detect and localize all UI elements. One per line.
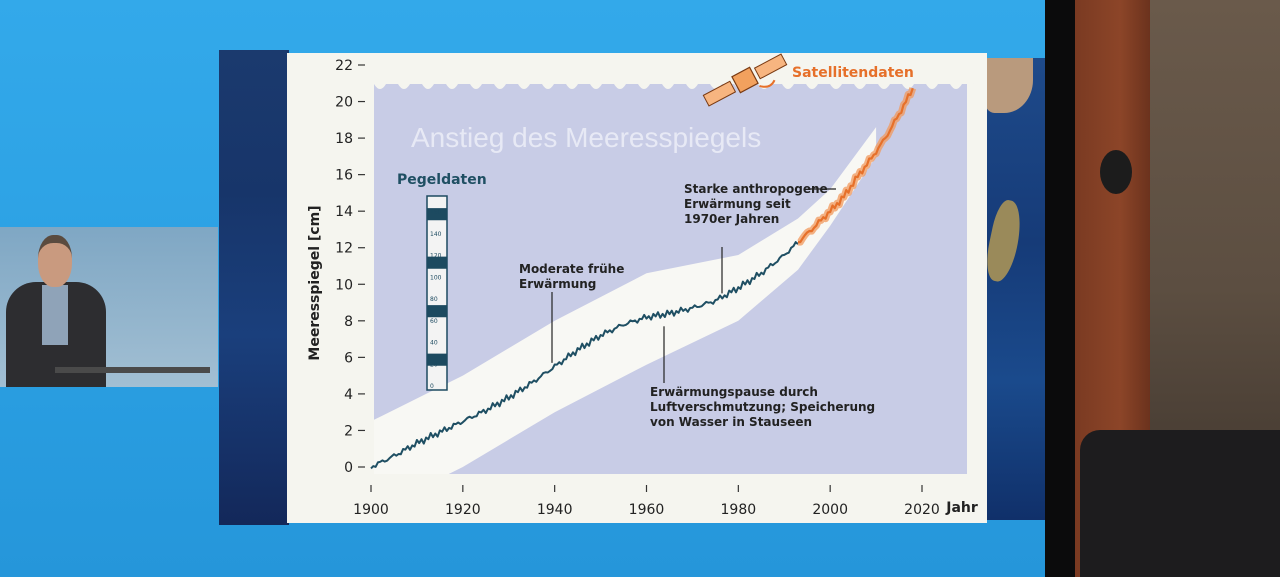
x-tick-label: 1980	[721, 502, 757, 518]
gauge-tick-label: 0	[430, 383, 434, 390]
y-tick-label: 6	[344, 350, 353, 366]
gauge-band	[427, 353, 447, 366]
y-tick-label: 22	[335, 58, 353, 74]
satellite-signal	[759, 79, 776, 88]
y-tick-label: 8	[344, 314, 353, 330]
gauge-tick-label: 40	[430, 340, 438, 347]
gauge-band	[427, 208, 447, 221]
series-satellitendaten-line	[797, 87, 914, 244]
y-axis-label: Meeresspiegel [cm]	[307, 205, 323, 360]
series-pegeldaten-line	[370, 241, 799, 470]
annotation-text: 1970er Jahren	[684, 212, 779, 226]
annotation-text: von Wasser in Stauseen	[650, 415, 812, 429]
tide-gauge-icon	[426, 195, 448, 391]
y-tick-label: 20	[335, 95, 353, 111]
x-tick-label: 1960	[629, 502, 665, 518]
speaker-desk	[55, 367, 210, 373]
x-axis-label: Jahr	[945, 500, 978, 516]
room-chair	[1080, 430, 1280, 577]
legend-pegeldaten: Pegeldaten	[397, 172, 487, 188]
uncertainty-band	[374, 127, 877, 474]
speaker-head	[38, 235, 72, 287]
annotation-text: Erwärmung seit	[684, 197, 791, 211]
annotation-text: Erwärmung	[519, 277, 596, 291]
satellite-panel-left	[702, 80, 737, 107]
satellite-icon	[702, 53, 788, 107]
satellite-panel-right	[753, 53, 788, 80]
y-tick-label: 2	[344, 423, 353, 439]
annotation-text: Luftverschmutzung; Speicherung	[650, 400, 875, 414]
x-tick-label: 1900	[353, 502, 389, 518]
legend-satellitendaten: Satellitendaten	[792, 65, 914, 81]
y-tick-label: 0	[344, 460, 353, 476]
annotation-text: Starke anthropogene	[684, 182, 828, 196]
gauge-band	[427, 305, 447, 318]
y-tick-label: 10	[335, 277, 353, 293]
annotation-text: Moderate frühe	[519, 262, 624, 276]
gauge-tick-label: 160	[430, 209, 442, 216]
ocean-map-right	[985, 58, 1048, 520]
y-tick-label: 14	[335, 204, 353, 220]
speaker-video-inset	[0, 227, 218, 387]
x-tick-label: 1920	[445, 502, 481, 518]
annotation-text: Erwärmungspause durch	[650, 385, 818, 399]
gauge-tick-label: 80	[430, 296, 438, 303]
y-tick-label: 4	[344, 387, 353, 403]
gauge-tick-label: 140	[430, 231, 442, 238]
ocean-map-left	[219, 50, 289, 525]
gauge-tick-label: 100	[430, 274, 442, 281]
gauge-band	[427, 256, 447, 269]
x-tick-label: 2020	[904, 502, 940, 518]
x-tick-label: 1940	[537, 502, 573, 518]
door-knob	[1100, 150, 1132, 194]
x-tick-label: 2000	[812, 502, 848, 518]
y-tick-label: 18	[335, 131, 353, 147]
y-tick-label: 16	[335, 168, 353, 184]
satellite-body	[731, 66, 759, 94]
screen-frame	[1045, 0, 1075, 577]
gauge-tick-label: 20	[430, 361, 438, 368]
speaker-shirt	[42, 285, 68, 345]
chart-title: Anstieg des Meeresspiegels	[411, 122, 762, 153]
gauge-tick-label: 120	[430, 253, 442, 260]
gauge-tick-label: 60	[430, 318, 438, 325]
y-tick-label: 12	[335, 241, 353, 257]
plot-wave-edge	[374, 70, 974, 89]
